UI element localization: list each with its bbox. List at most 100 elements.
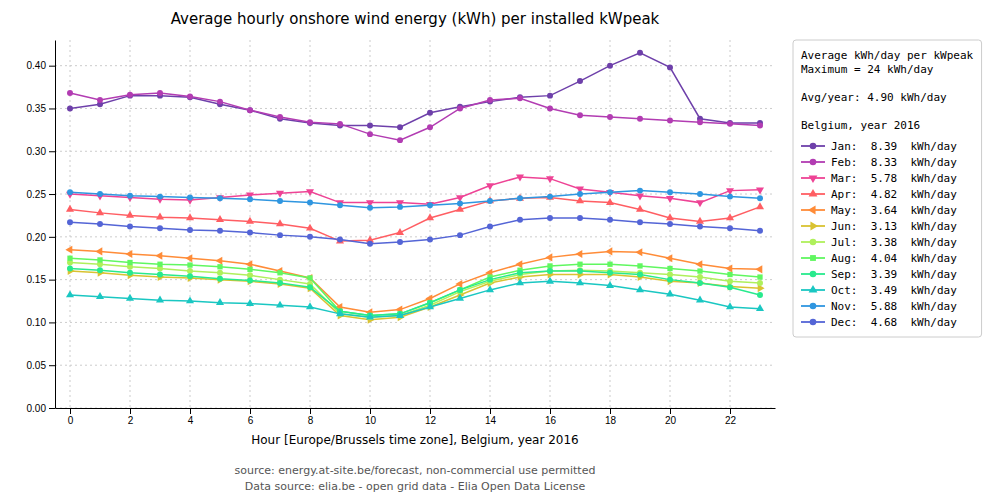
- legend-label: Dec: 4.68 kWh/day: [831, 316, 957, 329]
- y-tick: 0.40: [27, 60, 55, 71]
- marker: [307, 200, 313, 206]
- marker: [306, 224, 314, 231]
- tick-label: 0: [68, 415, 74, 426]
- marker: [515, 260, 522, 268]
- series: [67, 188, 763, 211]
- marker: [607, 114, 613, 120]
- tick-label: 8: [308, 415, 314, 426]
- marker: [275, 267, 282, 275]
- marker: [157, 194, 163, 200]
- marker: [667, 117, 673, 123]
- marker: [577, 112, 583, 118]
- marker: [367, 123, 373, 129]
- marker: [486, 285, 494, 292]
- legend-label: Jan: 8.39 kWh/day: [831, 140, 957, 153]
- series-line: [70, 263, 760, 318]
- legend-marker: [810, 271, 817, 278]
- x-tick: 22: [725, 408, 737, 426]
- legend-marker: [808, 206, 816, 215]
- legend-label: Jun: 3.13 kWh/day: [831, 220, 957, 233]
- grid-line-x: [250, 40, 251, 408]
- marker: [336, 200, 344, 207]
- legend-title-line: Average kWh/day per kWpeak: [801, 49, 974, 62]
- marker: [577, 268, 583, 274]
- marker: [367, 131, 373, 137]
- marker: [636, 193, 644, 200]
- marker: [547, 105, 553, 111]
- y-axis: 0.000.050.100.150.200.250.300.350.40: [27, 41, 56, 414]
- marker: [396, 311, 404, 318]
- tick-label: 0.30: [27, 146, 47, 157]
- marker: [577, 191, 583, 197]
- marker: [337, 236, 343, 242]
- marker: [247, 277, 253, 283]
- marker: [757, 280, 763, 286]
- legend-label: Jul: 3.38 kWh/day: [831, 236, 957, 249]
- series-line: [70, 250, 760, 312]
- marker: [757, 123, 763, 129]
- marker: [306, 302, 314, 309]
- marker: [727, 284, 733, 290]
- marker: [276, 191, 284, 198]
- marker: [188, 274, 195, 282]
- marker: [575, 250, 582, 258]
- marker: [247, 107, 253, 113]
- marker: [247, 272, 253, 278]
- marker: [457, 200, 463, 206]
- series: [66, 193, 764, 244]
- marker: [217, 270, 223, 276]
- marker: [517, 95, 523, 101]
- series-line: [70, 281, 760, 317]
- marker: [156, 296, 164, 303]
- tick-label: 4: [188, 415, 194, 426]
- marker: [216, 215, 224, 222]
- tick-mark: [190, 408, 191, 414]
- marker: [217, 195, 223, 201]
- legend-item: Nov: 5.88 kWh/day: [801, 300, 957, 313]
- marker: [726, 302, 734, 309]
- marker: [546, 176, 554, 183]
- legend-item: Jun: 3.13 kWh/day: [801, 220, 957, 233]
- marker: [426, 202, 434, 209]
- marker: [577, 215, 583, 221]
- legend-marker: [809, 285, 818, 293]
- marker: [397, 124, 403, 130]
- marker: [127, 224, 133, 230]
- plot: 02468101214161820220.000.050.100.150.200…: [27, 40, 776, 426]
- tick-mark: [550, 408, 551, 414]
- grid-line-y: [55, 108, 775, 109]
- marker: [757, 274, 762, 279]
- tick-label: 0.35: [27, 103, 47, 114]
- marker: [727, 225, 733, 231]
- series: [67, 90, 763, 143]
- marker: [277, 198, 283, 204]
- tick-label: 0.20: [27, 232, 47, 243]
- tick-label: 10: [365, 415, 377, 426]
- marker: [547, 215, 553, 221]
- grid: [55, 40, 775, 408]
- tick-mark: [730, 408, 731, 414]
- x-tick: 14: [485, 408, 497, 426]
- marker: [247, 267, 252, 272]
- x-axis-line: [56, 408, 776, 409]
- grid-line-x: [370, 40, 371, 408]
- marker: [215, 257, 222, 265]
- grid-line-y: [55, 151, 775, 152]
- tick-mark: [430, 408, 431, 414]
- legend-label: Apr: 4.82 kWh/day: [831, 188, 957, 201]
- marker: [65, 246, 72, 254]
- series: [66, 175, 764, 209]
- marker: [637, 263, 642, 268]
- series-line: [70, 271, 760, 320]
- marker: [216, 298, 224, 305]
- tick-mark: [49, 151, 55, 152]
- marker: [337, 202, 343, 208]
- marker: [607, 270, 613, 276]
- marker: [697, 274, 703, 280]
- grid-line-y: [55, 408, 775, 409]
- x-tick: 2: [128, 408, 134, 426]
- series: [67, 215, 763, 247]
- legend-title: Average kWh/day per kWpeakMaximum = 24 k…: [801, 49, 974, 132]
- x-tick: 16: [545, 408, 557, 426]
- grid-line-y: [55, 236, 775, 237]
